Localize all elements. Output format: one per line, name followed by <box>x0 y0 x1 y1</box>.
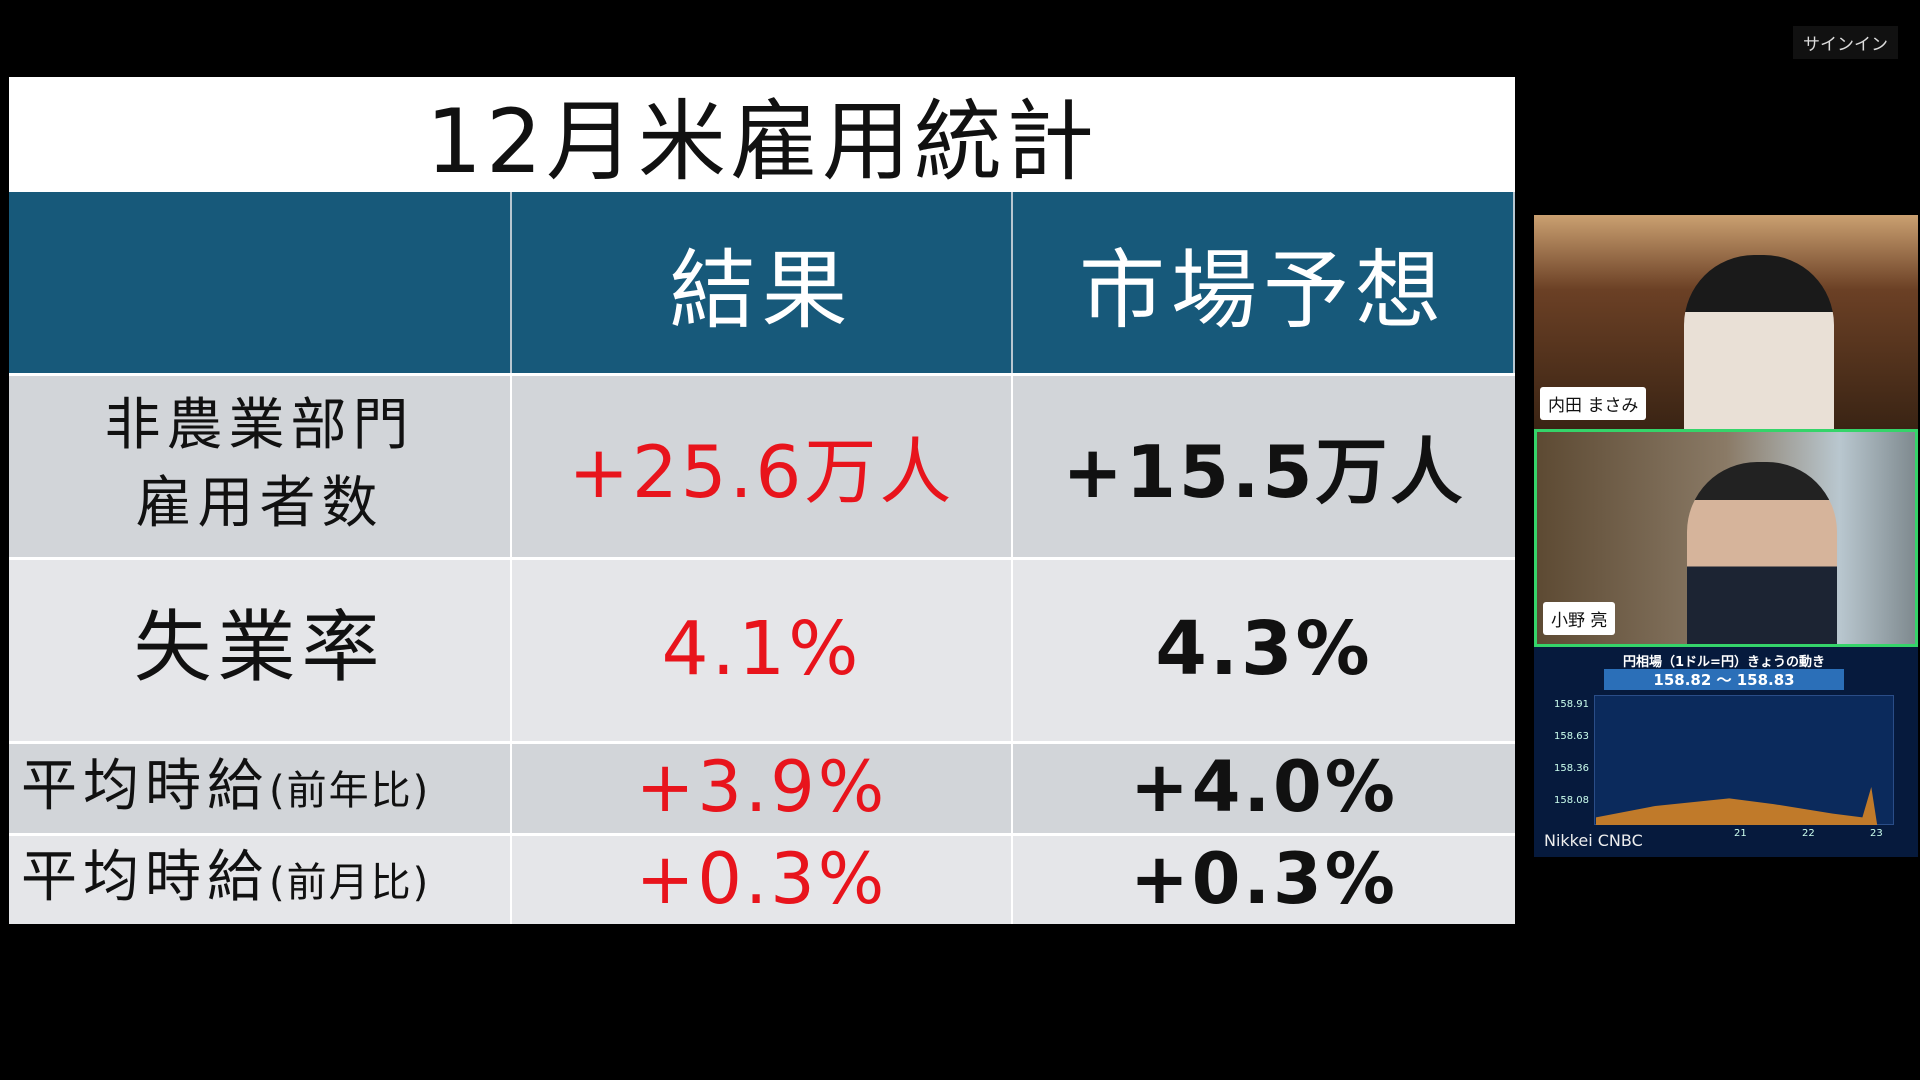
x-tick-label: 22 <box>1802 828 1815 839</box>
y-tick-label: 158.91 <box>1554 699 1589 710</box>
forecast-value: +15.5万人 <box>1062 429 1466 514</box>
person-silhouette <box>1687 462 1837 644</box>
row-label-line: 平均時給 <box>21 845 269 911</box>
header-cell: 市場予想 <box>1013 192 1515 373</box>
table-row <box>9 373 1515 557</box>
row-label-line: 雇用者数 <box>135 471 384 536</box>
row-label: 平均時給 (前月比) <box>9 833 512 924</box>
table-row <box>9 741 1515 833</box>
sign-in-button[interactable]: サインイン <box>1793 26 1898 59</box>
y-tick-label: 158.08 <box>1554 795 1589 806</box>
name-tag: 小野 亮 <box>1543 602 1616 635</box>
forecast-value: 4.3% <box>1155 606 1373 692</box>
x-tick-label: 23 <box>1870 828 1883 839</box>
row-label-note: (前月比) <box>269 859 431 906</box>
y-tick-label: 158.63 <box>1554 731 1589 742</box>
result-value: 4.1% <box>512 557 1013 741</box>
market-range: 158.82 ～ 158.83 <box>1604 669 1844 690</box>
y-tick-label: 158.36 <box>1554 763 1589 774</box>
row-label-note: (前年比) <box>269 768 431 814</box>
header-cell: 結果 <box>512 192 1013 373</box>
forecast-value: +4.0% <box>1130 746 1398 828</box>
table-header-row <box>9 192 1515 373</box>
market-title: 円相場（1ドル=円）きょうの動き <box>1623 655 1825 670</box>
result-value: +0.3% <box>512 833 1013 924</box>
person-silhouette <box>1684 255 1834 429</box>
market-tile: 円相場（1ドル=円）きょうの動き 158.82 ～ 158.83 158.91 158… <box>1534 647 1918 857</box>
result-value: +3.9% <box>512 741 1013 833</box>
table-row <box>9 833 1515 924</box>
video-tile: 小野 亮 <box>1534 429 1918 647</box>
forecast-value: +0.3% <box>1130 837 1398 920</box>
row-label: 平均時給 (前年比) <box>9 741 512 833</box>
result-value: +25.6万人 <box>512 373 1013 557</box>
row-label-line: 失業率 <box>133 603 386 694</box>
row-label: 非農業部門 雇用者数 <box>9 373 512 557</box>
table-row <box>9 557 1515 741</box>
row-label-line: 平均時給 <box>21 753 269 819</box>
slide: 12月米雇用統計 結果 市場予想 非農業部門 雇用者数 +25.6万人 +15.5万人 失業… <box>9 77 1515 924</box>
video-tile: 内田 まさみ <box>1534 215 1918 429</box>
row-label-line: 非農業部門 <box>104 392 415 458</box>
source-label: Nikkei CNBC <box>1544 831 1643 850</box>
name-tag: 内田 まさみ <box>1540 387 1647 420</box>
slide-title: 12月米雇用統計 <box>426 90 1098 193</box>
x-tick-label: 21 <box>1734 828 1747 839</box>
row-label: 失業率 <box>9 557 512 741</box>
video-panel: 内田 まさみ 小野 亮円相場（1ドル=円）きょうの動き 158.82 ～ 158.8… <box>1534 215 1918 857</box>
header-cell <box>9 192 512 373</box>
